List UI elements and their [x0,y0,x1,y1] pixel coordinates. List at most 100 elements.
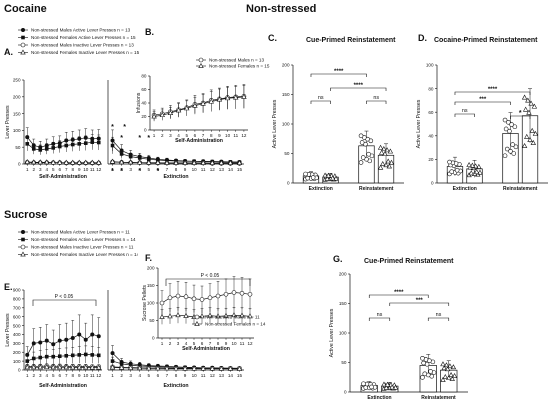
chart-a-xlabel-left: Self-Administration [39,174,87,180]
chart-a-ext-series-1-point-1 [119,152,124,156]
chart-g-sig-0-label: **** [394,290,404,296]
chart-e-sa-series-0-point-2 [38,340,43,345]
chart-a-sa-series-3-point-9 [83,159,89,165]
chart-b-x-tick-label-3: 4 [177,133,180,138]
chart-b-series-1-point-8 [216,96,223,102]
chart-f-x-tick-label-10: 11 [240,341,245,346]
chart-a-ext-series-3-point-12 [218,159,225,165]
chart-a-sa-series-1-point-3 [44,147,49,151]
chart-c-sig-3-label: ns [373,95,379,101]
chart-e-ext-series-3-point-1 [118,364,125,370]
chart-d-bar-1-0-point-10 [510,142,515,147]
chart-e-sa-series-3-point-10 [89,364,95,370]
chart-a-ext-series-1-point-4 [147,157,151,162]
chart-g-bar-0-0-point-11 [361,381,366,387]
chart-b-y-label: Infusions [136,92,142,113]
chart-a-ext-series-1-point-2 [128,154,133,159]
chart-d-bar-0-0-point-11 [447,159,452,165]
chart-e-legend-marker-1 [21,237,25,242]
chart-d-bar-1-0-point-4 [508,148,513,154]
chart-d-bar-1-0-point-1 [507,128,512,134]
chart-e-ext-x-tick-label-0: 1 [111,373,114,378]
chart-f-series-0-point-6 [207,295,213,301]
chart-a-legend-label-3: Non-stressed Females Inactive Lever Pres… [31,50,140,55]
chart-a-sa-series-1-point-8 [77,142,82,146]
chart-d-y-tick-label-5: 100 [426,63,434,68]
chart-e-sa-series-1-point-5 [57,354,62,359]
chart-e-sa-x-tick-label-1: 2 [32,373,35,378]
chart-c-sig-1-label: **** [354,83,364,89]
chart-a-ext-x-tick-label-2: 3 [129,167,132,172]
chart-g-bar-0-1-point-11 [381,381,387,387]
chart-d-group-label-0: Extinction [453,186,477,192]
chart-f-x-tick-label-8: 9 [225,341,228,346]
chart-d-bar-0-1-point-6 [468,170,474,176]
chart-c-bar-1-1-point-10 [385,158,391,164]
chart-b-y-tick-label-2: 40 [141,101,147,106]
title-d: Cocaine-Primed Reinstatement [434,37,538,44]
chart-f-series-1-point-10 [239,312,245,318]
chart-b-legend-label-0: Non-stressed Males n = 13 [209,58,264,63]
chart-e-sa-x-tick-label-3: 4 [45,373,48,378]
chart-a-ext-series-1-point-0 [110,143,115,148]
chart-f-bracket [165,278,251,286]
chart-d-y-tick-label-4: 80 [428,86,434,91]
chart-e-legend-marker-2 [20,244,26,250]
chart-e-sa-series-0-point-0 [25,352,30,357]
chart-e-ext-series-3-point-2 [127,365,134,370]
chart-e-xlabel-left: Self-Administration [39,383,87,389]
chart-a-sig-bottom-3: * [156,168,159,175]
chart-e-sa-series-3-point-8 [76,364,82,370]
chart-f-y-tick-label-3: 150 [147,283,155,288]
chart-a-sig-bottom-1: * [120,168,123,175]
chart-b-series-1-line [154,96,244,117]
chart-c-sig-2 [310,100,331,104]
chart-f-series-1-point-3 [183,312,189,318]
chart-c-bar-0-0-point-11 [303,171,308,177]
chart-g-group-label-1: Reinstatement [421,395,456,401]
chart-a-sig-top-2: * [120,135,123,142]
chart-c-bar-0-1-point-9 [325,172,332,178]
chart-g-bar-1-1-point-0 [440,376,446,382]
chart-a-ext-series-3-point-8 [182,159,188,165]
chart-b-x-tick-label-6: 7 [202,133,205,138]
chart-g-group-label-0: Extinction [367,395,391,401]
chart-d-sig-0 [454,91,531,95]
chart-e-ext-series-3-point-9 [191,365,197,371]
chart-b-legend-label-1: Non-stressed Females n = 15 [209,64,270,69]
chart-a-ext-series-3-point-0 [109,158,116,164]
chart-c-bar-0-1-point-8 [333,175,339,181]
chart-f-series-0-point-1 [167,295,173,301]
chart-e-sa-x-tick-label-11: 12 [96,373,102,378]
chart-e-sa-series-3-point-6 [63,364,69,370]
chart-b-y-tick-label-0: 0 [144,128,147,133]
chart-a-ext-series-3-point-6 [164,159,170,165]
panel-letter-c: C. [268,33,277,43]
chart-e-ext-x-tick-label-2: 3 [129,373,132,378]
chart-a-ext-series-3-point-11 [209,159,215,165]
chart-e-sa-series-0-point-6 [64,337,69,342]
chart-b-series-1-point-5 [192,102,198,108]
chart-e-y-tick-label-4: 400 [13,332,21,337]
chart-e-sa-series-0-line [26,333,99,356]
chart-d-bar-0-0-point-10 [454,167,460,173]
panel-letter-g: G. [333,254,343,264]
chart-b-series-1-point-6 [200,100,206,106]
chart-f-series-0-point-11 [247,291,253,297]
chart-c-sig-0 [310,73,367,77]
chart-a-ext-series-1-point-3 [137,156,142,160]
chart-c-bar-1-0-point-3 [359,140,365,145]
chart-a-sa-series-1-point-0 [25,142,30,146]
chart-e-ext-x-tick-label-11: 12 [210,373,216,378]
chart-f-series-0-point-5 [199,297,205,302]
chart-a-ext-x-tick-label-5: 6 [157,167,160,172]
chart-f-series-1-point-1 [167,313,173,319]
chart-b-x-tick-label-4: 5 [185,133,188,138]
chart-b-x-tick-label-7: 8 [210,133,213,138]
chart-d-bar-1-1-point-11 [521,94,528,100]
chart-d-sig-1-label: *** [479,97,487,103]
chart-e-y-tick-label-5: 500 [13,323,21,328]
chart-e-ext-x-tick-label-14: 15 [237,373,243,378]
chart-e-sa-x-tick-label-9: 10 [83,373,89,378]
chart-f-legend-marker-0 [194,314,200,320]
